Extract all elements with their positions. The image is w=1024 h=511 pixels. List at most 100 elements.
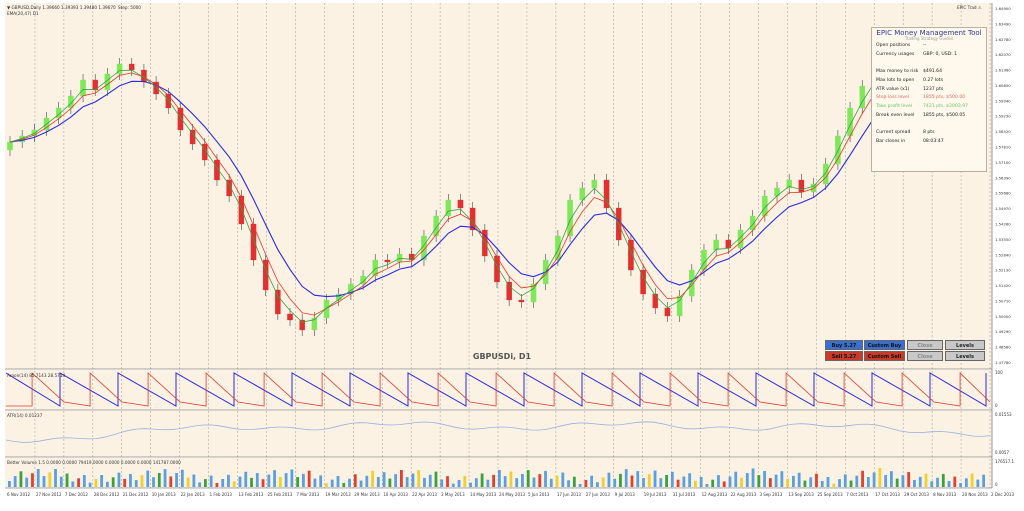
volume-bar bbox=[699, 476, 703, 487]
candle-body bbox=[323, 299, 330, 319]
panel-row-key: Stop loss level bbox=[876, 95, 910, 101]
volume-bar bbox=[642, 478, 645, 487]
volume-bar bbox=[780, 471, 784, 487]
buy-button[interactable]: Buy 5.27 bbox=[825, 340, 863, 350]
volume-bar bbox=[353, 474, 357, 487]
volume-bar bbox=[532, 477, 536, 487]
panel-row-value: 7421 pts, $2003.97 bbox=[923, 103, 969, 109]
volume-bar bbox=[278, 477, 282, 487]
date-tick-label: 5 Jun 2013 bbox=[528, 492, 550, 497]
candle-body bbox=[165, 93, 172, 109]
volume-bar bbox=[918, 476, 922, 487]
close-buy-button[interactable]: Close bbox=[907, 340, 943, 350]
volume-bar bbox=[526, 470, 530, 487]
volume-bar bbox=[77, 478, 80, 487]
custom-buy-button[interactable]: Custom Buy bbox=[864, 340, 905, 350]
candle-body bbox=[786, 179, 792, 189]
panel-row-key: Take profit level bbox=[876, 103, 913, 109]
volume-bar bbox=[982, 474, 986, 487]
levels-sell-button[interactable]: Levels bbox=[945, 351, 985, 361]
date-tick-label: 13 Sep 2013 bbox=[788, 492, 814, 497]
volume-bar bbox=[319, 475, 323, 487]
volume-bar bbox=[503, 476, 507, 487]
levels-buy-button[interactable]: Levels bbox=[945, 340, 985, 350]
volume-bar bbox=[809, 477, 813, 487]
volume-bar bbox=[768, 478, 772, 487]
blue-moving-average bbox=[9, 74, 985, 298]
volume-bar bbox=[163, 469, 167, 487]
panel-row-value: 1855 pts, $500.00 bbox=[923, 95, 966, 101]
volume-bar bbox=[117, 472, 121, 487]
panel-row-key: Currency usages bbox=[876, 51, 915, 57]
volume-bar bbox=[382, 472, 386, 487]
volume-bar bbox=[521, 474, 524, 487]
volume-bar bbox=[198, 482, 202, 487]
candle-body bbox=[214, 159, 220, 181]
price-tick-label: 1.52130 bbox=[995, 268, 1011, 273]
volume-bar bbox=[832, 483, 836, 487]
close-sell-button[interactable]: Close bbox=[907, 351, 943, 361]
atr-subwindow[interactable] bbox=[5, 411, 992, 457]
date-tick-label: 27 Nov 2012 bbox=[36, 492, 62, 497]
panel-row-value: $491.64 bbox=[923, 69, 942, 75]
volume-bar bbox=[394, 474, 398, 487]
candle-body bbox=[177, 107, 184, 131]
volume-bar bbox=[463, 475, 467, 487]
sell-button[interactable]: Sell 5.27 bbox=[825, 351, 863, 361]
volume-bar bbox=[54, 468, 57, 487]
panel-row-key: Max money to risk bbox=[876, 69, 919, 75]
volume-bar bbox=[434, 471, 438, 487]
main-chart-area[interactable] bbox=[5, 3, 992, 369]
volume-bar bbox=[261, 479, 265, 487]
volume-bar bbox=[417, 470, 421, 487]
volume-bar bbox=[498, 469, 501, 487]
volume-bar bbox=[676, 479, 680, 487]
candle-body bbox=[202, 143, 208, 161]
candle-body bbox=[810, 183, 817, 193]
date-tick-label: 22 Apr 2013 bbox=[412, 492, 437, 497]
volume-bar bbox=[647, 474, 651, 487]
moving-averages-group bbox=[9, 54, 985, 323]
volume-bar bbox=[757, 475, 761, 487]
volume-bar bbox=[186, 477, 190, 487]
panel-row-key: Max lots to open bbox=[876, 77, 915, 83]
candle-body bbox=[664, 307, 671, 317]
volume-bar bbox=[111, 477, 115, 487]
candle-body bbox=[360, 275, 366, 285]
candle-body bbox=[591, 179, 598, 189]
volume-bar bbox=[365, 475, 369, 487]
custom-sell-button[interactable]: Custom Sell bbox=[864, 351, 905, 361]
volume-bar bbox=[88, 482, 92, 487]
candles-group bbox=[7, 38, 987, 336]
volume-bar bbox=[405, 477, 409, 487]
volume-bar bbox=[152, 477, 155, 487]
date-tick-label: 1 Feb 2013 bbox=[210, 492, 233, 497]
panel-row-value: 1855 pts, $500.05 bbox=[923, 112, 966, 118]
volume-bar bbox=[180, 469, 184, 487]
volume-bar bbox=[786, 478, 790, 487]
candle-body bbox=[798, 179, 805, 193]
volume-bar bbox=[25, 477, 29, 487]
volume-bar bbox=[400, 470, 403, 487]
volume-bar bbox=[100, 474, 104, 487]
candle-body bbox=[555, 235, 561, 261]
volume-label: Better Volume 1.5 0.0000 0.0000 79419.00… bbox=[7, 460, 181, 465]
volume-bar bbox=[423, 477, 426, 487]
volume-bar bbox=[694, 480, 697, 487]
volume-bar bbox=[342, 482, 346, 487]
date-tick-label: 9 Jul 2013 bbox=[615, 492, 636, 497]
price-tick-label: 1.54970 bbox=[995, 206, 1011, 211]
volume-bar bbox=[232, 481, 236, 487]
price-tick-label: 1.48580 bbox=[995, 345, 1011, 350]
price-axis-area[interactable] bbox=[992, 3, 1020, 488]
volume-bar bbox=[907, 472, 911, 487]
volume-bar bbox=[953, 476, 957, 487]
volume-bar bbox=[734, 471, 738, 487]
volume-bar bbox=[359, 480, 363, 487]
candle-body bbox=[506, 281, 512, 301]
volume-bar bbox=[215, 482, 219, 487]
candle-body bbox=[457, 199, 464, 209]
volume-bar bbox=[296, 477, 300, 487]
volume-bar bbox=[336, 475, 340, 487]
